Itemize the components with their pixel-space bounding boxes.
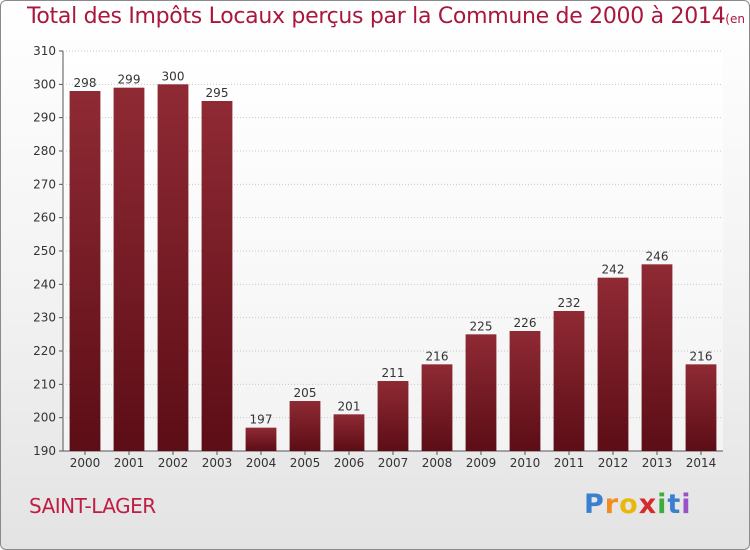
- bar-2014: [685, 364, 717, 451]
- logo-letter: i: [681, 489, 692, 520]
- bar-2011: [553, 311, 585, 451]
- logo-letter: x: [638, 489, 658, 520]
- bar-2008: [421, 364, 453, 451]
- data-label-2001: 299: [118, 73, 141, 87]
- proxiti-logo: Proxiti: [584, 489, 692, 520]
- data-label-2010: 226: [514, 316, 537, 330]
- y-tick-label: 250: [33, 244, 56, 258]
- y-tick-label: 290: [33, 111, 56, 125]
- data-label-2007: 211: [382, 366, 405, 380]
- data-label-2003: 295: [206, 86, 229, 100]
- logo-letter: P: [584, 489, 605, 520]
- logo-letter: i: [657, 489, 668, 520]
- bar-2010: [509, 331, 541, 451]
- chart-title: Total des Impôts Locaux perçus par la Co…: [27, 4, 749, 29]
- commune-name: SAINT-LAGER: [29, 494, 156, 518]
- y-tick-label: 280: [33, 144, 56, 158]
- data-label-2008: 216: [426, 349, 449, 363]
- x-tick-label: 2008: [422, 456, 453, 470]
- x-tick-label: 2007: [378, 456, 409, 470]
- logo-letter: r: [604, 489, 620, 520]
- data-label-2006: 201: [338, 399, 361, 413]
- y-axis-ticks: 190 200 210 220 230 240 250 260 270 280 290 300 310: [33, 44, 63, 458]
- x-tick-label: 2003: [202, 456, 233, 470]
- bar-2002: [157, 84, 189, 451]
- x-tick-label: 2002: [158, 456, 189, 470]
- y-tick-label: 230: [33, 311, 56, 325]
- y-tick-label: 260: [33, 211, 56, 225]
- x-tick-label: 2000: [70, 456, 101, 470]
- data-labels: 298 299 300 295 197 205 201 211 216 225 226 232 242 2…: [74, 69, 713, 426]
- y-tick-label: 200: [33, 411, 56, 425]
- x-tick-label: 2009: [466, 456, 497, 470]
- data-label-2011: 232: [558, 296, 581, 310]
- data-label-2009: 225: [470, 319, 493, 333]
- chart-unit: (en milliers d'€): [725, 12, 749, 26]
- chart-title-text: Total des Impôts Locaux perçus par la Co…: [27, 4, 726, 29]
- bar-2006: [333, 414, 365, 451]
- bar-2013: [641, 264, 673, 451]
- x-axis-ticks: 2000 2001 2002 2003 2004 2005 2006 2007 2008 2009…: [70, 451, 717, 470]
- data-label-2013: 246: [646, 249, 669, 263]
- x-tick-label: 2013: [642, 456, 673, 470]
- x-tick-label: 2001: [114, 456, 145, 470]
- data-label-2000: 298: [74, 76, 97, 90]
- logo-letter: t: [667, 489, 682, 520]
- y-tick-label: 210: [33, 377, 56, 391]
- x-tick-label: 2012: [598, 456, 629, 470]
- data-label-2002: 300: [162, 69, 185, 83]
- x-tick-label: 2004: [246, 456, 277, 470]
- data-label-2005: 205: [294, 386, 317, 400]
- bars: [69, 84, 717, 452]
- x-tick-label: 2010: [510, 456, 541, 470]
- bar-2009: [465, 334, 497, 451]
- data-label-2012: 242: [602, 263, 625, 277]
- y-tick-label: 270: [33, 177, 56, 191]
- bar-2000: [69, 91, 101, 451]
- y-tick-label: 190: [33, 444, 56, 458]
- data-label-2004: 197: [250, 413, 273, 427]
- bar-2005: [289, 401, 321, 451]
- bar-2007: [377, 381, 409, 451]
- x-tick-label: 2014: [686, 456, 717, 470]
- bar-2012: [597, 277, 629, 451]
- bar-2001: [113, 87, 145, 452]
- y-tick-label: 310: [33, 44, 56, 58]
- x-tick-label: 2011: [554, 456, 585, 470]
- logo-letter: o: [619, 489, 639, 520]
- data-label-2014: 216: [690, 349, 713, 363]
- x-tick-label: 2005: [290, 456, 321, 470]
- x-tick-label: 2006: [334, 456, 365, 470]
- y-tick-label: 220: [33, 344, 56, 358]
- y-tick-label: 240: [33, 277, 56, 291]
- bar-2004: [245, 427, 277, 451]
- y-tick-label: 300: [33, 77, 56, 91]
- bar-2003: [201, 101, 233, 451]
